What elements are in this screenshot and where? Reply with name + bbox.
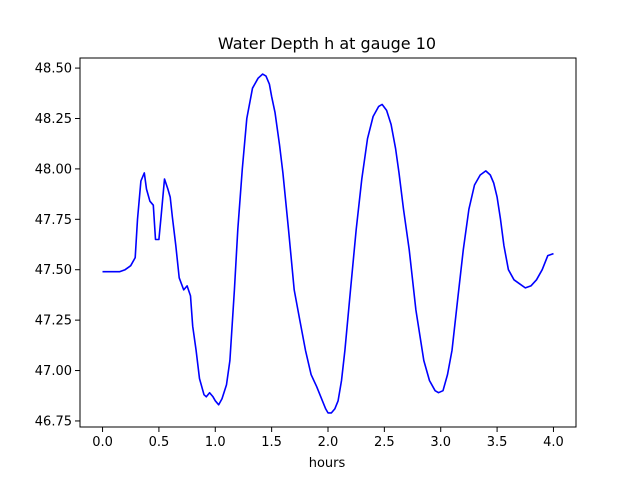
x-tick-label: 1.5	[261, 435, 282, 450]
chart-title: Water Depth h at gauge 10	[218, 34, 436, 53]
x-axis-label: hours	[309, 456, 346, 471]
y-tick-label: 48.25	[35, 112, 72, 127]
y-tick-label: 47.50	[35, 263, 72, 278]
x-tick-label: 4.0	[543, 435, 564, 450]
y-axis: 46.75 47.00 47.25 47.50 47.75 48.00 48.25 48.50	[35, 62, 80, 429]
x-tick-label: 3.5	[487, 435, 508, 450]
x-tick-label: 1.0	[205, 435, 226, 450]
x-tick-label: 0.5	[149, 435, 170, 450]
y-tick-label: 48.50	[35, 62, 72, 77]
y-tick-label: 48.00	[35, 162, 72, 177]
plot-area-frame	[79, 57, 577, 428]
x-axis: 0.0 0.5 1.0 1.5 2.0 2.5 3.0 3.5 4.0	[92, 427, 564, 450]
x-tick-label: 0.0	[92, 435, 113, 450]
series-layer	[102, 73, 554, 414]
y-tick-label: 47.25	[35, 314, 72, 329]
y-tick-label: 47.75	[35, 213, 72, 228]
y-tick-label: 46.75	[35, 414, 72, 429]
y-tick-label: 47.00	[35, 364, 72, 379]
x-tick-label: 2.5	[374, 435, 395, 450]
x-tick-label: 2.0	[318, 435, 339, 450]
series-line	[102, 73, 554, 414]
x-tick-label: 3.0	[430, 435, 451, 450]
